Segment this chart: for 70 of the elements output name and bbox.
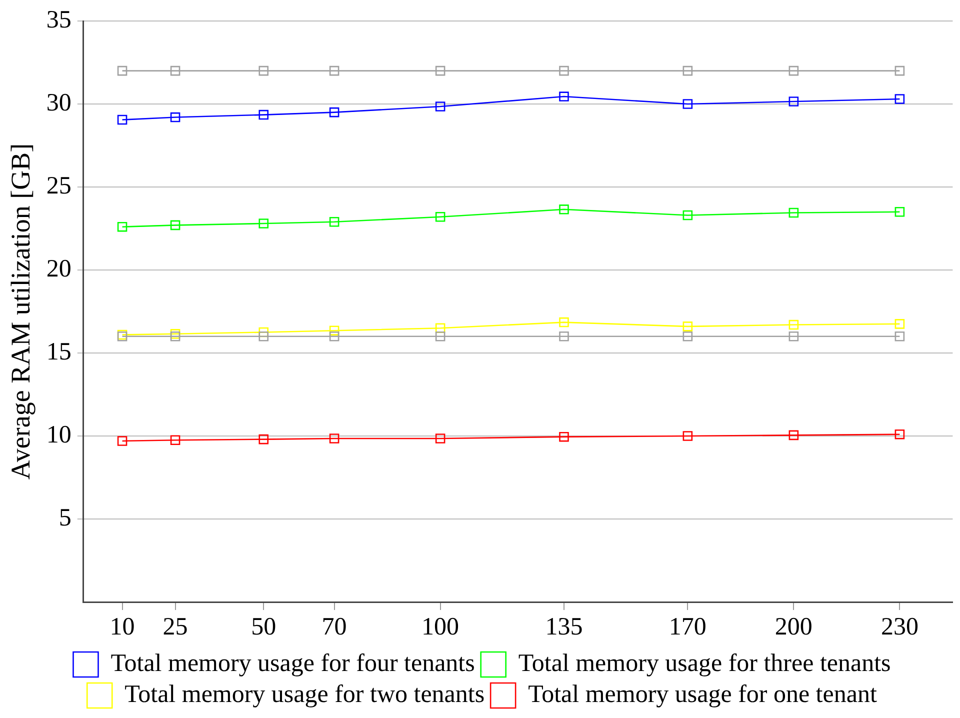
x-tick-label: 70 [322, 614, 347, 641]
point [788, 430, 799, 440]
x-tick-label: 10 [110, 614, 135, 641]
point [170, 66, 180, 76]
point [682, 431, 693, 441]
point [170, 435, 180, 446]
point [117, 222, 128, 232]
y-tick-label: 15 [46, 338, 72, 366]
point [559, 332, 569, 342]
point [170, 220, 180, 230]
legend-label: Total memory usage for four tenants [110, 650, 475, 678]
x-tick-label: 230 [880, 614, 918, 641]
y-tick-label: 35 [46, 6, 72, 34]
point [682, 332, 693, 342]
point [788, 332, 799, 342]
point [435, 66, 446, 76]
point [329, 326, 340, 336]
point [435, 212, 446, 222]
x-tick-label: 50 [251, 614, 276, 641]
point [894, 319, 905, 329]
point [894, 94, 905, 104]
point [170, 332, 180, 342]
point [682, 99, 693, 109]
point [894, 429, 905, 440]
x-tick-label: 100 [422, 614, 460, 641]
point [258, 434, 269, 444]
point [435, 332, 446, 342]
point [329, 66, 340, 76]
legend-label: Total memory usage for two tenants [124, 681, 485, 708]
point [682, 322, 693, 332]
x-tick-label: 200 [774, 614, 812, 641]
point [329, 107, 340, 118]
y-tick-label: 30 [46, 90, 72, 117]
y-tick-label: 10 [46, 422, 72, 449]
point [258, 110, 269, 120]
point [559, 92, 569, 102]
point [788, 96, 799, 106]
point [170, 112, 180, 122]
legend-label: Total memory usage for three tenants [518, 650, 891, 678]
x-tick-label: 135 [545, 614, 583, 641]
point [435, 102, 446, 112]
x-tick-label: 25 [162, 614, 188, 641]
point [559, 66, 569, 76]
point [117, 114, 128, 125]
point [329, 216, 340, 227]
point [559, 317, 569, 328]
point [258, 218, 269, 228]
point [559, 432, 569, 442]
point [788, 208, 799, 218]
point [894, 207, 905, 217]
legend-label: Total memory usage for one tenant [528, 681, 877, 708]
point [258, 332, 269, 342]
point [894, 332, 905, 342]
point [258, 66, 269, 76]
point [435, 434, 446, 444]
point [117, 66, 128, 76]
y-axis-title: Average RAM utilization [GB] [5, 143, 36, 480]
point [682, 66, 693, 76]
point [329, 332, 340, 342]
point [788, 66, 799, 76]
point [682, 210, 693, 220]
point [329, 434, 340, 444]
y-tick-label: 25 [46, 172, 72, 200]
y-tick-label: 20 [46, 256, 72, 283]
x-tick-label: 170 [668, 614, 706, 641]
point [788, 320, 799, 330]
y-tick-label: 5 [58, 504, 72, 532]
point [559, 204, 569, 214]
point [117, 436, 128, 446]
point [894, 66, 905, 76]
